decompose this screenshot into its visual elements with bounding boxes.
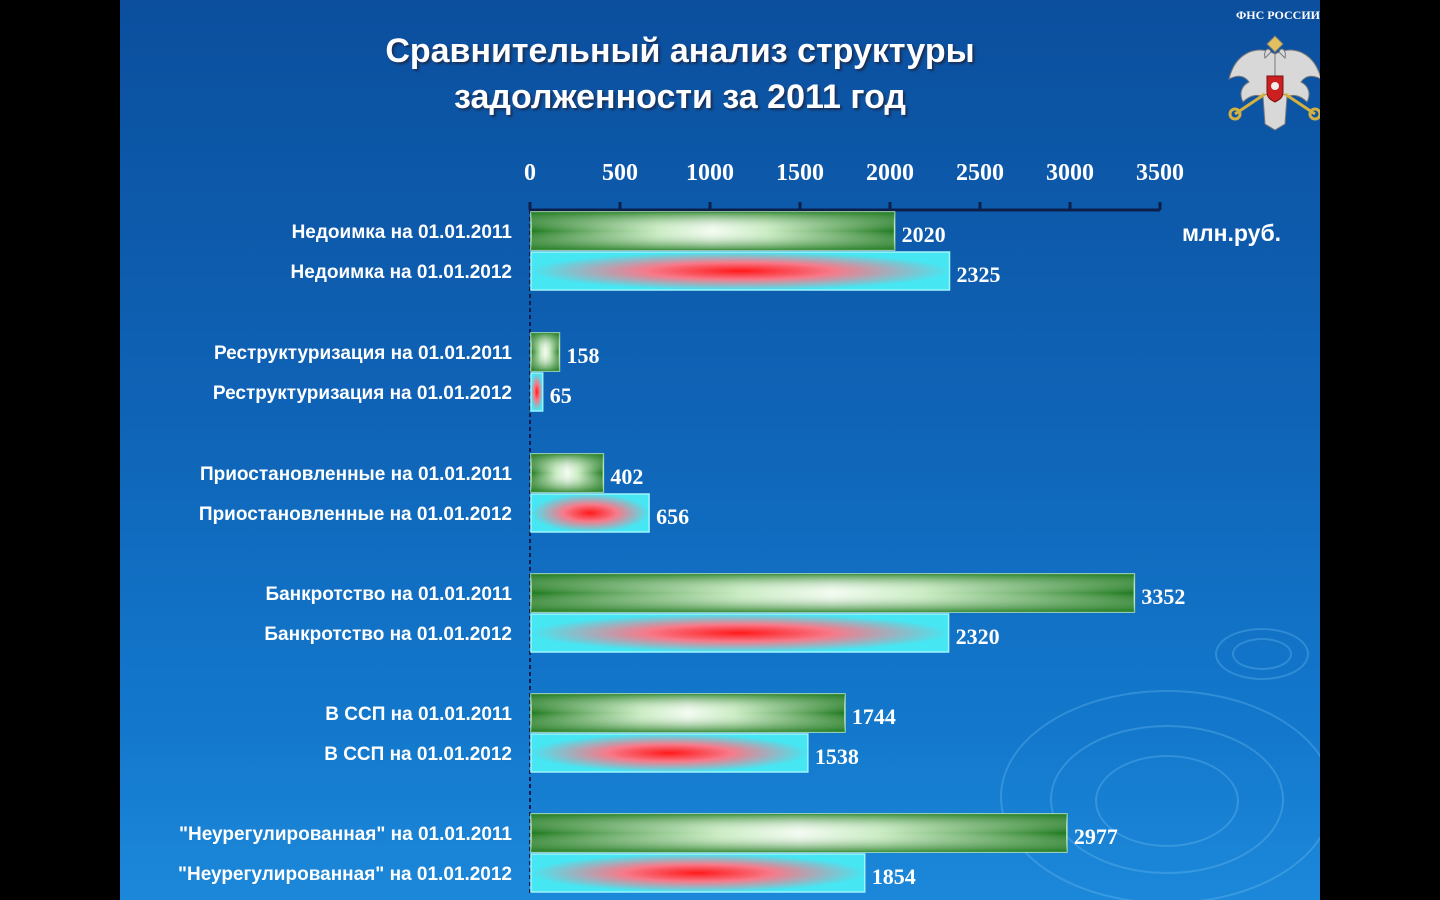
x-tick-label: 500 [602, 160, 638, 186]
bar-2012 [530, 613, 950, 653]
bar-2012 [530, 733, 809, 773]
category-label: В ССП на 01.01.2011 [325, 704, 512, 725]
slide: Сравнительный анализ структуры задолженн… [120, 0, 1320, 900]
x-tick-label: 1500 [776, 160, 824, 186]
bar-2011 [530, 693, 846, 733]
value-label: 2977 [1074, 824, 1118, 849]
bar-2011 [530, 573, 1136, 613]
bar-2011 [530, 453, 605, 493]
category-label: Приостановленные на 01.01.2012 [199, 504, 512, 525]
water-ripple [1050, 725, 1284, 874]
category-label: Реструктуризация на 01.01.2012 [213, 383, 512, 404]
x-tick-label: 3500 [1136, 160, 1184, 186]
bar-2012 [530, 372, 544, 412]
bar-2012 [530, 251, 951, 291]
emblem-label: ФНС РОССИИ [1235, 8, 1320, 22]
x-tick-label: 2500 [956, 160, 1004, 186]
x-tick-label: 0 [524, 160, 536, 186]
title-line-2: задолженности за 2011 год [454, 78, 906, 116]
water-ripple [1095, 755, 1239, 847]
page-title: Сравнительный анализ структуры задолженн… [280, 28, 1080, 120]
value-label: 158 [566, 343, 599, 368]
value-label: 2320 [956, 624, 1000, 649]
category-label: Недоимка на 01.01.2011 [292, 222, 513, 243]
bar-2011 [530, 813, 1068, 853]
bar-2012 [530, 493, 650, 533]
water-ripple [1232, 638, 1292, 670]
coat-of-arms-icon [1228, 35, 1320, 131]
value-label: 1854 [872, 864, 916, 889]
category-label: Приостановленные на 01.01.2011 [200, 464, 512, 485]
value-label: 2020 [902, 222, 946, 247]
category-label: Банкротство на 01.01.2011 [265, 584, 512, 605]
category-label: Банкротство на 01.01.2012 [264, 624, 512, 645]
value-label: 656 [656, 504, 689, 529]
value-label: 1538 [815, 744, 859, 769]
category-label: "Неурегулированная" на 01.01.2011 [179, 824, 512, 845]
category-label: Реструктуризация на 01.01.2011 [214, 343, 512, 364]
water-ripple [1000, 690, 1320, 900]
category-label: В ССП на 01.01.2012 [324, 744, 512, 765]
water-ripple [1215, 628, 1309, 680]
unit-label: млн.руб. [1182, 220, 1282, 246]
value-label: 402 [610, 464, 643, 489]
bar-2012 [530, 853, 866, 893]
bar-2011 [530, 332, 561, 372]
value-label: 3352 [1141, 584, 1185, 609]
value-label: 65 [550, 383, 572, 408]
value-label: 1744 [852, 704, 896, 729]
x-tick-label: 2000 [866, 160, 914, 186]
x-tick-label: 3000 [1046, 160, 1094, 186]
title-line-1: Сравнительный анализ структуры [385, 32, 975, 70]
x-tick-label: 1000 [686, 160, 734, 186]
value-label: 2325 [957, 262, 1001, 287]
category-label: "Неурегулированная" на 01.01.2012 [178, 864, 512, 885]
bar-chart: 0 500 1000 1500 2000 2500 3000 3500 Недоимка на… [178, 160, 1185, 895]
category-label: Недоимка на 01.01.2012 [291, 262, 512, 283]
bar-2011 [530, 211, 896, 251]
